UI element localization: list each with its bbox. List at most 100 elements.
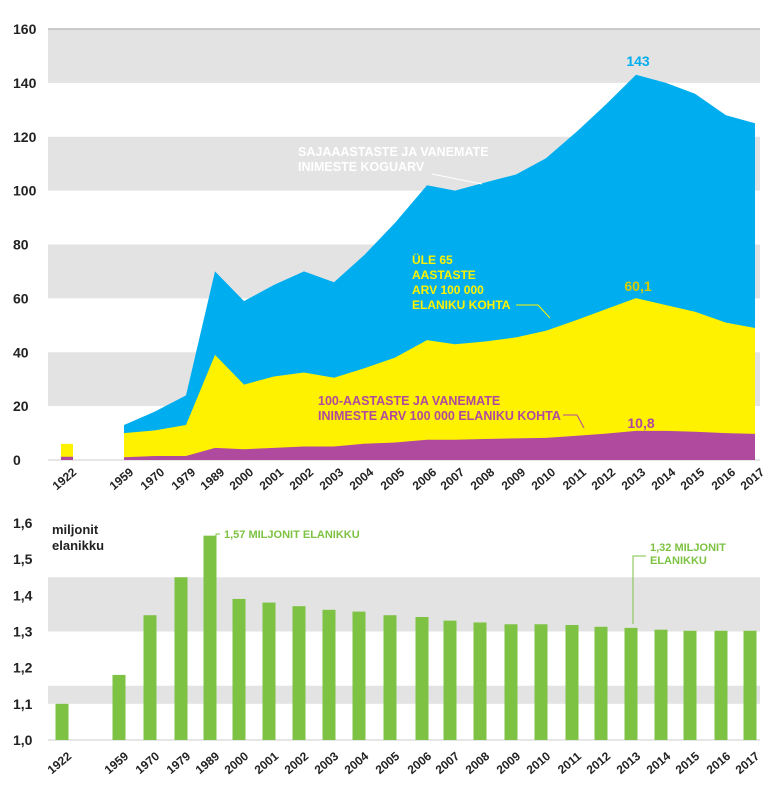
bottom-x-tick-2009: 2009 — [494, 749, 524, 777]
top-x-tick-2002: 2002 — [287, 465, 317, 493]
bar-2010 — [534, 624, 548, 740]
bottom-y-tick-3: 1,3 — [13, 624, 33, 640]
top-x-tick-2009: 2009 — [499, 465, 529, 493]
top-y-tick-40: 40 — [13, 344, 29, 360]
over65-label-line3: ARV 100 000 — [412, 283, 484, 297]
bottom-y-unit-line1: miljonit — [52, 522, 99, 537]
top-chart-annotations: SAJAAASTASTE JA VANEMATE INIMESTE KOGUAR… — [298, 53, 655, 431]
bottom-y-tick-0: 1,0 — [13, 732, 33, 748]
bottom-x-tick-1979: 1979 — [164, 749, 194, 777]
top-grid-band-3 — [48, 29, 760, 83]
top-x-tick-2015: 2015 — [678, 465, 708, 493]
bar-1922 — [55, 703, 69, 740]
1922-centenarian-mark — [61, 456, 73, 460]
bottom-x-tick-2000: 2000 — [222, 749, 252, 777]
svg-text:ÜLE 65 AASTASTE AR: ÜLE 65 AASTASTE ARV 100 000 ELANIKU KOHT… — [412, 252, 511, 312]
top-y-tick-60: 60 — [13, 290, 29, 306]
bar-1979 — [174, 577, 188, 740]
centenarian-label-line2: INIMESTE ARV 100 000 ELANIKU KOHTA — [318, 409, 561, 423]
last-population-label-line2: ELANIKKU — [650, 555, 707, 567]
top-x-tick-2000: 2000 — [227, 465, 257, 493]
bar-2007 — [443, 620, 457, 740]
top-y-tick-140: 140 — [13, 75, 37, 91]
bottom-chart-x-axis: 1922 1959 1970 1979 1989 2000 2001 2002 2003 2004… — [45, 749, 763, 777]
bar-2017 — [743, 630, 757, 740]
bar-2001 — [262, 602, 276, 740]
bar-2000 — [232, 598, 246, 740]
bottom-y-tick-2: 1,2 — [13, 660, 33, 676]
bar-2009 — [504, 624, 518, 740]
bottom-y-tick-5: 1,5 — [13, 551, 33, 567]
bottom-x-tick-1989: 1989 — [193, 749, 223, 777]
top-x-tick-2010: 2010 — [529, 465, 559, 493]
top-x-tick-1959: 1959 — [107, 465, 137, 493]
top-chart-areas — [61, 74, 755, 461]
top-x-tick-1922: 1922 — [50, 465, 80, 493]
bar-2006 — [415, 617, 429, 740]
top-y-tick-120: 120 — [13, 129, 37, 145]
bottom-y-tick-4: 1,4 — [13, 587, 33, 603]
bottom-y-tick-6: 1,6 — [13, 515, 33, 531]
top-x-tick-2006: 2006 — [410, 465, 440, 493]
area-series-over65 — [124, 298, 755, 460]
top-y-tick-20: 20 — [13, 398, 29, 414]
peak-total-label: 143 — [626, 53, 650, 69]
top-y-tick-0: 0 — [13, 452, 21, 468]
bottom-chart-grid-bands — [48, 577, 760, 741]
over65-label-line1: ÜLE 65 — [412, 252, 453, 267]
bar-2004 — [352, 611, 366, 740]
svg-text:miljonit elanikku: miljonit elanikku — [52, 522, 104, 553]
1922-over65-mark — [61, 443, 73, 460]
top-x-tick-2013: 2013 — [619, 465, 649, 493]
bar-2012 — [594, 626, 608, 740]
bottom-y-unit-line2: elanikku — [52, 538, 104, 553]
bar-2013 — [624, 627, 638, 740]
top-y-tick-160: 160 — [13, 21, 37, 37]
bottom-x-tick-2004: 2004 — [342, 749, 372, 777]
bottom-x-tick-2010: 2010 — [524, 749, 554, 777]
bottom-y-tick-1: 1,1 — [13, 696, 33, 712]
bottom-x-tick-2001: 2001 — [252, 749, 282, 777]
centenarian-label-line1: 100-AASTASTE JA VANEMATE — [318, 394, 500, 408]
top-x-tick-2016: 2016 — [709, 465, 739, 493]
top-chart-y-axis: 0 20 40 60 80 100 120 140 160 — [13, 21, 37, 468]
bar-2003 — [322, 609, 336, 740]
bottom-x-tick-2015: 2015 — [673, 749, 703, 777]
top-x-tick-2004: 2004 — [347, 465, 377, 493]
top-x-tick-2001: 2001 — [257, 465, 287, 493]
total-label-leader-line — [431, 173, 483, 185]
over65-label-line2: AASTASTE — [412, 268, 476, 282]
centenarian-label-leader-line — [563, 414, 585, 429]
bottom-x-tick-2016: 2016 — [704, 749, 734, 777]
bar-2002 — [292, 606, 306, 740]
bottom-x-tick-2007: 2007 — [433, 749, 463, 777]
bar-1959 — [112, 674, 126, 740]
last-population-label-line1: 1,32 MILJONIT — [650, 542, 726, 554]
bottom-x-tick-2008: 2008 — [463, 749, 493, 777]
bottom-x-tick-2011: 2011 — [555, 749, 584, 777]
area-series-centenarian — [124, 430, 755, 460]
total-series-label-line1: SAJAAASTASTE JA VANEMATE — [298, 145, 489, 159]
bottom-x-tick-1922: 1922 — [45, 749, 75, 777]
bottom-x-tick-2014: 2014 — [644, 749, 674, 777]
top-chart-x-axis: 1922 1959 1970 1979 1989 2000 2001 2002 2003 2004… — [50, 465, 768, 493]
bar-2015 — [683, 630, 697, 740]
bottom-grid-band-1 — [48, 577, 760, 632]
top-x-tick-2014: 2014 — [649, 465, 679, 493]
bottom-x-tick-1959: 1959 — [102, 749, 132, 777]
over65-label-line4: ELANIKU KOHTA — [412, 298, 511, 312]
bottom-chart-annotations: miljonit elanikku 1,57 MILJONIT ELANIKKU… — [52, 522, 726, 624]
over65-label-leader-line — [516, 304, 551, 319]
top-x-tick-2007: 2007 — [438, 465, 468, 493]
bottom-x-tick-1970: 1970 — [133, 749, 163, 777]
svg-text:SAJAAASTASTE JA VANEMATE: SAJAAASTASTE JA VANEMATE INIMESTE KOGUAR… — [298, 145, 492, 174]
peak-centenarian-label: 10,8 — [627, 415, 654, 431]
svg-text:100-AASTASTE JA VANEMATE: 100-AASTASTE JA VANEMATE INIMESTE ARV 10… — [318, 394, 561, 423]
bottom-x-tick-2017: 2017 — [733, 749, 763, 777]
top-x-tick-2003: 2003 — [317, 465, 347, 493]
bar-2016 — [714, 630, 728, 740]
bar-2011 — [565, 624, 579, 740]
bar-1970 — [143, 615, 157, 740]
bottom-x-tick-2006: 2006 — [405, 749, 435, 777]
